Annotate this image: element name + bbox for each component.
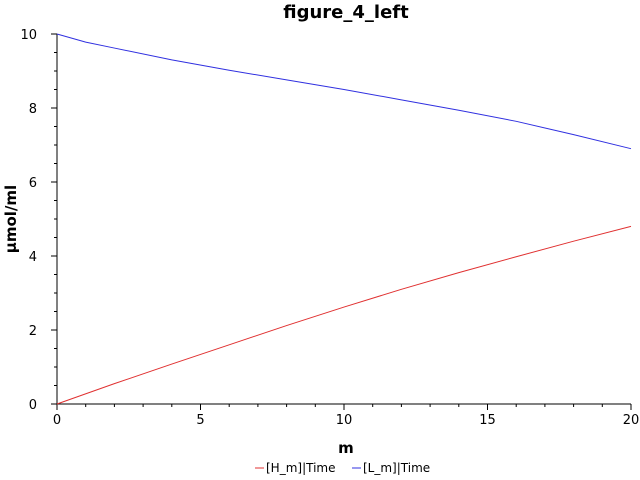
y-tick-label: 2 xyxy=(29,324,37,339)
y-ticks: 0 2 4 6 8 10 xyxy=(20,28,57,413)
x-tick-label: 10 xyxy=(336,413,353,428)
series-lines xyxy=(56,33,632,405)
legend: [H_m]|Time [L_m]|Time xyxy=(255,461,430,475)
y-axis-label: µmol/ml xyxy=(2,185,20,253)
legend-label: [H_m]|Time xyxy=(266,461,336,475)
legend-label: [L_m]|Time xyxy=(363,461,430,475)
x-tick-label: 20 xyxy=(623,413,640,428)
x-tick-label: 5 xyxy=(196,413,204,428)
x-axis-label: m xyxy=(338,439,354,457)
x-ticks: 0 5 10 15 20 xyxy=(53,404,639,428)
plot-area: 0 5 10 15 20 0 2 4 6 8 10 xyxy=(20,28,639,428)
y-tick-label: 4 xyxy=(29,250,37,265)
series-line-0 xyxy=(56,225,632,405)
y-tick-label: 10 xyxy=(20,28,37,43)
x-tick-label: 15 xyxy=(479,413,496,428)
y-tick-label: 0 xyxy=(29,398,37,413)
x-tick-label: 0 xyxy=(53,413,61,428)
y-tick-label: 6 xyxy=(29,176,37,191)
chart-title: figure_4_left xyxy=(283,2,409,23)
y-tick-label: 8 xyxy=(29,102,37,117)
series-line-1 xyxy=(56,33,632,150)
